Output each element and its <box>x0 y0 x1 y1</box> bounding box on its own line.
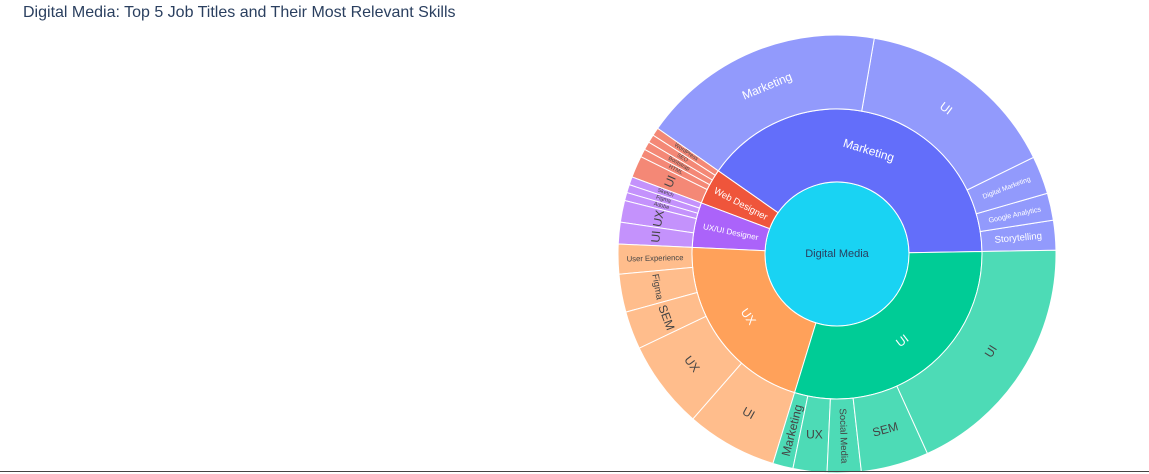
bottom-border <box>0 471 1149 472</box>
sunburst-label-root: Digital Media <box>805 248 869 260</box>
segment-layer <box>617 34 1057 474</box>
sunburst-segment-ui-ui-4[interactable] <box>896 249 1057 455</box>
chart-title: Digital Media: Top 5 Job Titles and Thei… <box>23 4 456 21</box>
